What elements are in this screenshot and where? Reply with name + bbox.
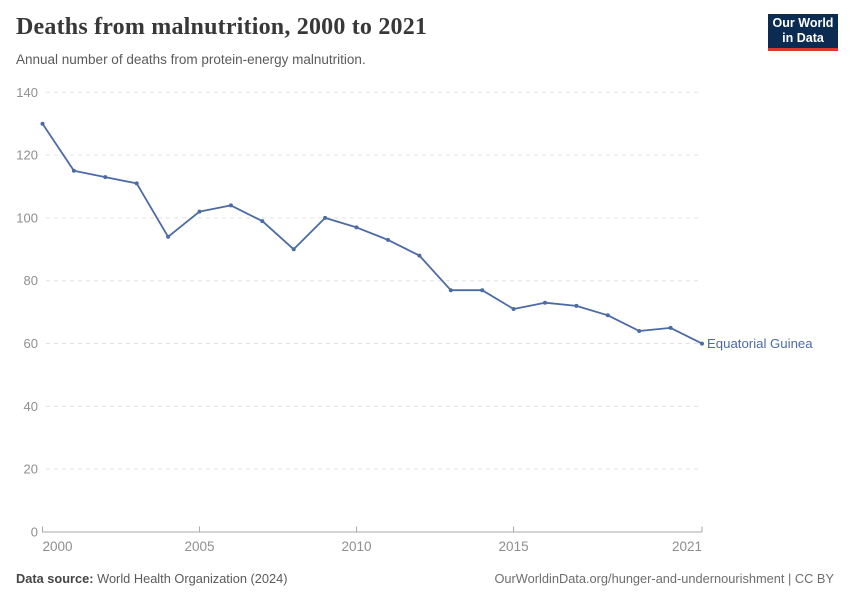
data-point <box>291 247 296 252</box>
data-point <box>103 175 108 180</box>
page-subtitle: Annual number of deaths from protein-ene… <box>16 52 366 67</box>
series-end-label[interactable]: Equatorial Guinea <box>707 336 813 351</box>
data-point <box>197 209 202 214</box>
data-source-label: Data source: <box>16 570 94 586</box>
y-tick-label: 60 <box>24 336 38 351</box>
owid-logo-line2: in Data <box>782 31 824 45</box>
data-point <box>323 215 328 220</box>
y-tick-label: 140 <box>16 85 38 100</box>
data-point <box>417 253 422 258</box>
data-point <box>637 329 642 333</box>
data-point <box>668 325 673 330</box>
x-tick-label: 2010 <box>342 539 372 554</box>
y-tick-label: 120 <box>16 148 38 163</box>
y-tick-label: 80 <box>24 273 38 288</box>
x-tick-label: 2015 <box>499 539 529 554</box>
data-point <box>480 288 485 293</box>
data-point <box>543 300 547 305</box>
data-source-text: World Health Organization (2024) <box>97 570 288 586</box>
data-point <box>134 181 139 186</box>
x-tick-label: 2000 <box>43 539 73 554</box>
data-source: Data source: World Health Organization (… <box>16 571 288 586</box>
data-point <box>354 225 359 230</box>
owid-logo[interactable]: Our World in Data <box>768 14 838 51</box>
data-point <box>605 313 610 318</box>
owid-logo-line1: Our World <box>772 16 834 31</box>
data-line <box>41 122 703 345</box>
y-tick-label: 0 <box>31 525 38 540</box>
data-point <box>228 203 233 208</box>
data-point <box>448 288 453 293</box>
data-point <box>386 237 390 242</box>
x-tick-label: 2005 <box>185 539 215 554</box>
attribution-link[interactable]: OurWorldinData.org/hunger-and-undernouri… <box>494 570 834 586</box>
footer: Data source: World Health Organization (… <box>0 566 850 590</box>
data-point <box>40 121 45 126</box>
y-tick-label: 100 <box>16 210 38 225</box>
data-point <box>574 303 579 308</box>
y-tick-label: 40 <box>24 399 38 414</box>
data-point <box>166 234 171 239</box>
data-point <box>71 168 76 173</box>
data-point <box>260 219 265 224</box>
x-tick-label: 2021 <box>672 539 702 554</box>
y-tick-label: 20 <box>24 462 38 477</box>
data-point <box>700 341 704 346</box>
data-point <box>511 307 516 311</box>
page-title: Deaths from malnutrition, 2000 to 2021 <box>16 14 428 40</box>
